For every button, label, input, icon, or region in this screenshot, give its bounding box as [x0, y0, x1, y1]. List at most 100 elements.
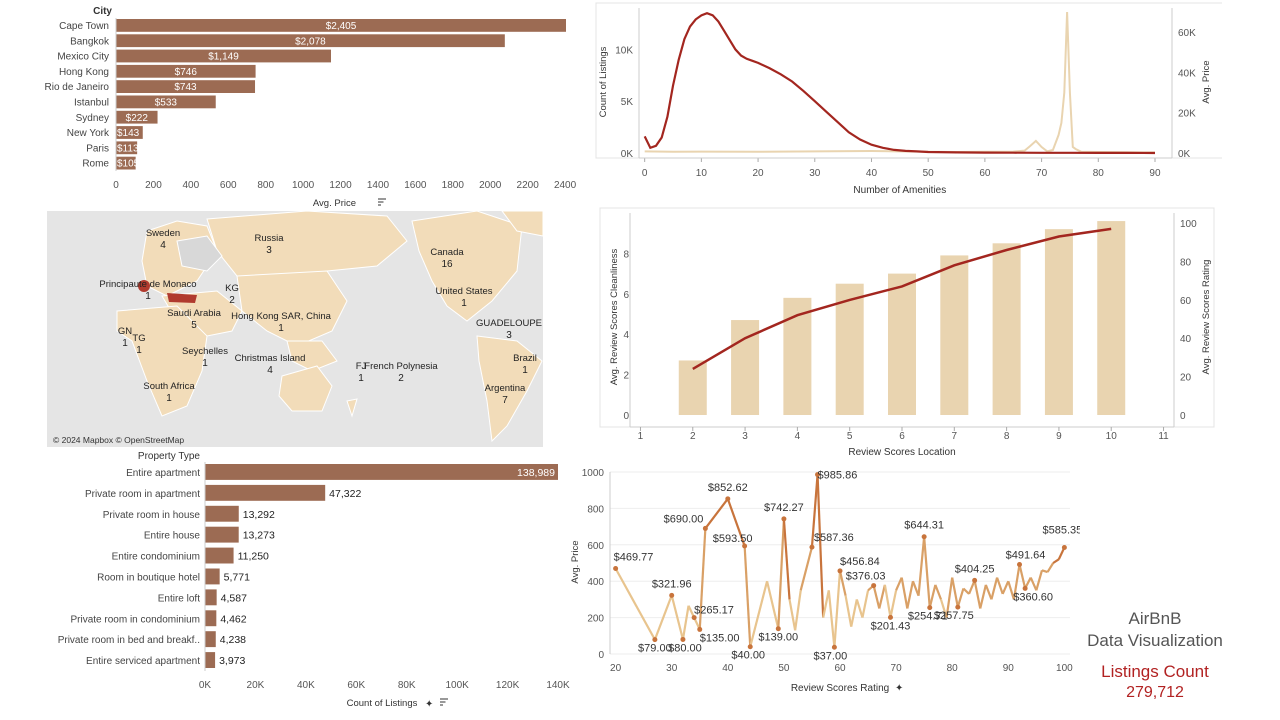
- amenities-x-tick: 60: [979, 168, 991, 179]
- property-value-label: 11,250: [238, 551, 269, 563]
- rating-point: [831, 644, 837, 650]
- amenities-left-tick: 0K: [621, 149, 634, 160]
- pin-icon: ✦: [425, 699, 433, 710]
- location-bar: [1097, 221, 1126, 415]
- rating-line-segment: [681, 605, 690, 640]
- rating-x-tick: 100: [1056, 663, 1073, 674]
- property-x-tick: 120K: [496, 680, 520, 691]
- rating-point: [680, 636, 686, 642]
- rating-line-segment: [782, 518, 791, 600]
- map-highlight-monaco: [138, 280, 150, 292]
- rating-y-tick: 600: [587, 541, 604, 552]
- rating-line-segment: [923, 536, 931, 608]
- rating-x-tick: 40: [722, 663, 734, 674]
- property-value-label: 4,238: [220, 634, 246, 646]
- map-country-label: FJ: [356, 361, 367, 372]
- map-land-africa: [116, 305, 208, 417]
- rating-point: [1061, 544, 1067, 550]
- city-x-tick: 1800: [442, 180, 465, 191]
- rating-x-tick: 80: [947, 663, 959, 674]
- rating-x-tick: 90: [1003, 663, 1015, 674]
- city-price-chart: City Cape Town $2,405 Bangkok $2,078 Mexico C…: [45, 6, 577, 209]
- amenities-x-tick: 80: [1093, 168, 1105, 179]
- amenities-right-axis-title: Avg. Price: [1201, 60, 1212, 103]
- rating-point-label: $265.17: [694, 605, 734, 617]
- rating-x-tick: 70: [891, 663, 903, 674]
- rating-point: [815, 472, 821, 478]
- rating-point: [747, 644, 753, 650]
- map-country-count: 4: [160, 240, 166, 251]
- map-country-label: Hong Kong SAR, China: [231, 311, 332, 322]
- property-x-tick: 0K: [199, 680, 212, 691]
- rating-point-label: $376.03: [846, 571, 886, 583]
- rating-line-segment: [883, 584, 892, 618]
- property-bar: [205, 484, 326, 501]
- amenities-x-tick: 0: [642, 168, 648, 179]
- city-x-tick: 1600: [404, 180, 427, 191]
- location-x-tick: 9: [1056, 431, 1062, 442]
- property-x-tick: 40K: [297, 680, 315, 691]
- rating-line-segment: [1029, 577, 1038, 591]
- map-country-count: 1: [122, 338, 128, 349]
- footer-title-line1: AirBnB: [1128, 609, 1182, 628]
- property-label: Entire condominium: [112, 552, 200, 563]
- property-label: Entire loft: [158, 593, 200, 604]
- map-land-greenland: [501, 211, 543, 237]
- rating-line-segment: [939, 599, 948, 618]
- amenities-left-axis-title: Count of Listings: [598, 46, 609, 117]
- location-right-axis-title: Avg. Review Scores Rating: [1201, 260, 1212, 375]
- map-country-count: 1: [278, 323, 284, 334]
- location-right-tick: 60: [1180, 296, 1192, 307]
- city-bar: [116, 34, 505, 48]
- location-x-tick: 7: [952, 431, 958, 442]
- map-country-count: 4: [267, 365, 273, 376]
- property-bar: [205, 505, 239, 522]
- rating-x-tick: 60: [834, 663, 846, 674]
- amenities-x-tick: 40: [866, 168, 878, 179]
- rating-line-segment: [844, 595, 853, 627]
- rating-line-segment: [653, 595, 673, 641]
- rating-line-segment: [799, 546, 814, 591]
- location-rating-line: [692, 227, 1112, 370]
- rating-line-segment: [698, 528, 707, 630]
- city-label: Rio de Janeiro: [45, 82, 110, 93]
- rating-point: [697, 626, 703, 632]
- property-value-label: 13,292: [243, 509, 275, 521]
- rating-line-segment: [934, 584, 943, 600]
- city-label: Hong Kong: [59, 67, 109, 78]
- city-x-tick: 0: [113, 180, 119, 191]
- map-country-label: South Africa: [143, 381, 195, 392]
- property-bar: [205, 610, 217, 627]
- amenities-x-tick: 20: [753, 168, 765, 179]
- city-x-tick: 800: [257, 180, 274, 191]
- location-left-tick: 2: [623, 371, 629, 382]
- property-bar: [205, 568, 220, 585]
- location-x-tick: 1: [638, 431, 644, 442]
- map-country-count: 7: [502, 395, 508, 406]
- amenities-price-line: [644, 11, 1156, 154]
- rating-point-label: $37.00: [814, 650, 848, 662]
- rating-point-label: $321.96: [652, 578, 692, 590]
- rating-line-segment: [878, 584, 886, 609]
- rating-point-label: $587.36: [814, 532, 854, 544]
- map-highlight-turkey: [167, 293, 197, 303]
- rating-point-label: $456.84: [840, 556, 880, 568]
- map-country-label: Canada: [430, 247, 464, 258]
- map-country-label: TG: [132, 333, 145, 344]
- rating-line-segment: [928, 584, 937, 608]
- map-country-label: GUADELOUPE: [476, 318, 542, 329]
- rating-line-segment: [743, 545, 752, 647]
- rating-line-segment: [614, 567, 656, 641]
- map-country-label: Argentina: [485, 383, 526, 394]
- property-label: Private room in bed and breakf..: [58, 635, 200, 646]
- rating-x-axis-title: Review Scores Rating: [791, 683, 889, 694]
- amenities-right-tick: 20K: [1178, 109, 1196, 120]
- rating-point: [669, 592, 675, 598]
- property-bar: [205, 631, 216, 648]
- map-country-label: Christmas Island: [235, 353, 306, 364]
- rating-point-label: $257.75: [934, 610, 974, 622]
- location-left-axis-title: Avg. Review Scores Cleanliness: [609, 248, 620, 385]
- rating-line-segment: [996, 577, 1004, 595]
- rating-point: [921, 534, 927, 540]
